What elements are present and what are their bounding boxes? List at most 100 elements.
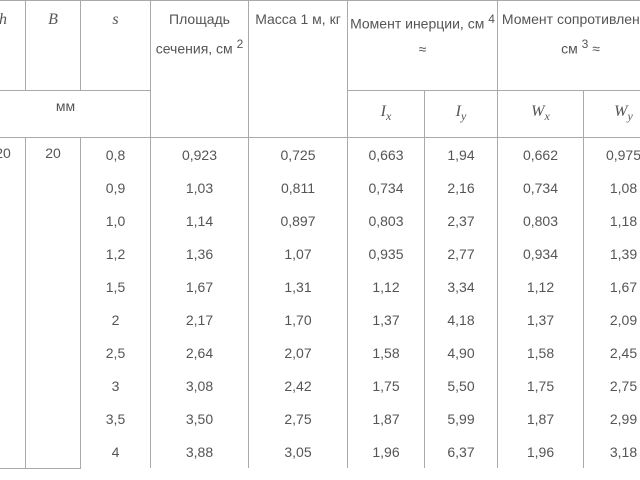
cell: 3 — [80, 369, 151, 402]
cell: 2,99 — [583, 402, 640, 435]
cell: 4 — [80, 435, 151, 468]
cell: 1,12 — [347, 270, 425, 303]
cell: 0,897 — [248, 204, 348, 237]
text: Момент инерции, см — [350, 15, 485, 32]
cell: 3,34 — [424, 270, 498, 303]
text: Момент сопротивления, см — [501, 11, 640, 57]
data-row: 1,5 1,67 1,31 1,12 3,34 1,12 1,67 — [0, 270, 640, 303]
cell: 2,64 — [150, 336, 249, 369]
cell: 1,18 — [583, 204, 640, 237]
data-row: 3,5 3,50 2,75 1,87 5,99 1,87 2,99 — [0, 402, 640, 435]
cell: 1,03 — [150, 171, 249, 204]
cell: 2,77 — [424, 237, 498, 270]
sub: y — [461, 109, 467, 124]
cell: 0,934 — [497, 237, 584, 270]
approx: ≈ — [592, 40, 600, 57]
data-row: 3 3,08 2,42 1,75 5,50 1,75 2,75 — [0, 369, 640, 402]
header-s: s — [80, 0, 151, 91]
cell: 1,12 — [497, 270, 584, 303]
header-resistance: Момент сопротивления, см 3 ≈ — [497, 0, 640, 91]
cell: 5,99 — [424, 402, 498, 435]
sub: y — [627, 109, 633, 124]
data-row: 2 2,17 1,70 1,37 4,18 1,37 2,09 — [0, 303, 640, 336]
cell: 2,37 — [424, 204, 498, 237]
cell: 1,75 — [347, 369, 425, 402]
text: Масса 1 м, кг — [255, 11, 341, 27]
cell: 3,05 — [248, 435, 348, 468]
sup: 3 — [581, 37, 589, 51]
cell: 1,70 — [248, 303, 348, 336]
header-unit: мм — [0, 90, 151, 138]
cell: 3,88 — [150, 435, 249, 468]
header-inertia: Момент инерции, см 4 ≈ — [347, 0, 498, 91]
cell: 4,90 — [424, 336, 498, 369]
cell: 2,45 — [583, 336, 640, 369]
sym: I — [455, 102, 461, 120]
cell: 2,42 — [248, 369, 348, 402]
data-row: 2,5 2,64 2,07 1,58 4,90 1,58 2,45 — [0, 336, 640, 369]
cell: 0,734 — [497, 171, 584, 204]
cell: 1,2 — [80, 237, 151, 270]
cell: 0,803 — [347, 204, 425, 237]
cell: 5,50 — [424, 369, 498, 402]
cell: 1,36 — [150, 237, 249, 270]
cell: 1,67 — [150, 270, 249, 303]
cell: 3,5 — [80, 402, 151, 435]
data-row: 4 3,88 3,05 1,96 6,37 1,96 3,18 — [0, 435, 640, 468]
cell: 0,975 — [583, 137, 640, 171]
cell: 2,17 — [150, 303, 249, 336]
cell: 1,07 — [248, 237, 348, 270]
cell: 1,37 — [497, 303, 584, 336]
header-ix: Ix — [347, 90, 425, 138]
data-row: 1,0 1,14 0,897 0,803 2,37 0,803 1,18 — [0, 204, 640, 237]
cell: 1,39 — [583, 237, 640, 270]
cell-h: 20 — [0, 137, 26, 469]
cell: 2,75 — [248, 402, 348, 435]
header-area: Площадь сечения, см 2 — [150, 0, 249, 138]
cell: 0,923 — [150, 137, 249, 171]
cell: 0,8 — [80, 137, 151, 171]
cell: 2,75 — [583, 369, 640, 402]
cell: 3,08 — [150, 369, 249, 402]
cell: 0,811 — [248, 171, 348, 204]
sup: 2 — [236, 37, 244, 51]
header-iy: Iy — [424, 90, 498, 138]
header-wy: Wy — [583, 90, 640, 138]
cell: 1,0 — [80, 204, 151, 237]
cell: 1,14 — [150, 204, 249, 237]
cell: 2,16 — [424, 171, 498, 204]
data-row: 1,2 1,36 1,07 0,935 2,77 0,934 1,39 — [0, 237, 640, 270]
cell: 0,725 — [248, 137, 348, 171]
cell: 0,734 — [347, 171, 425, 204]
cell: 1,37 — [347, 303, 425, 336]
cell: 2 — [80, 303, 151, 336]
cell: 0,803 — [497, 204, 584, 237]
cell: 1,96 — [347, 435, 425, 468]
header-b: B — [25, 0, 81, 91]
sup: 4 — [488, 12, 495, 26]
cell: 0,9 — [80, 171, 151, 204]
header-wx: Wx — [497, 90, 584, 138]
cell: 2,07 — [248, 336, 348, 369]
approx: ≈ — [418, 40, 427, 57]
cell: 1,96 — [497, 435, 584, 468]
cell: 0,935 — [347, 237, 425, 270]
cell: 1,58 — [347, 336, 425, 369]
sym: W — [614, 102, 628, 120]
cell: 1,58 — [497, 336, 584, 369]
header-h: h — [0, 0, 26, 91]
header-mass: Масса 1 м, кг — [248, 0, 348, 138]
cell: 3,18 — [583, 435, 640, 468]
cell: 3,50 — [150, 402, 249, 435]
cell: 1,08 — [583, 171, 640, 204]
cell: 0,662 — [497, 137, 584, 171]
cell: 2,5 — [80, 336, 151, 369]
cell: 0,663 — [347, 137, 425, 171]
cell: 1,94 — [424, 137, 498, 171]
cell: 1,87 — [497, 402, 584, 435]
cell: 6,37 — [424, 435, 498, 468]
sym: W — [531, 102, 545, 120]
cell: 2,09 — [583, 303, 640, 336]
